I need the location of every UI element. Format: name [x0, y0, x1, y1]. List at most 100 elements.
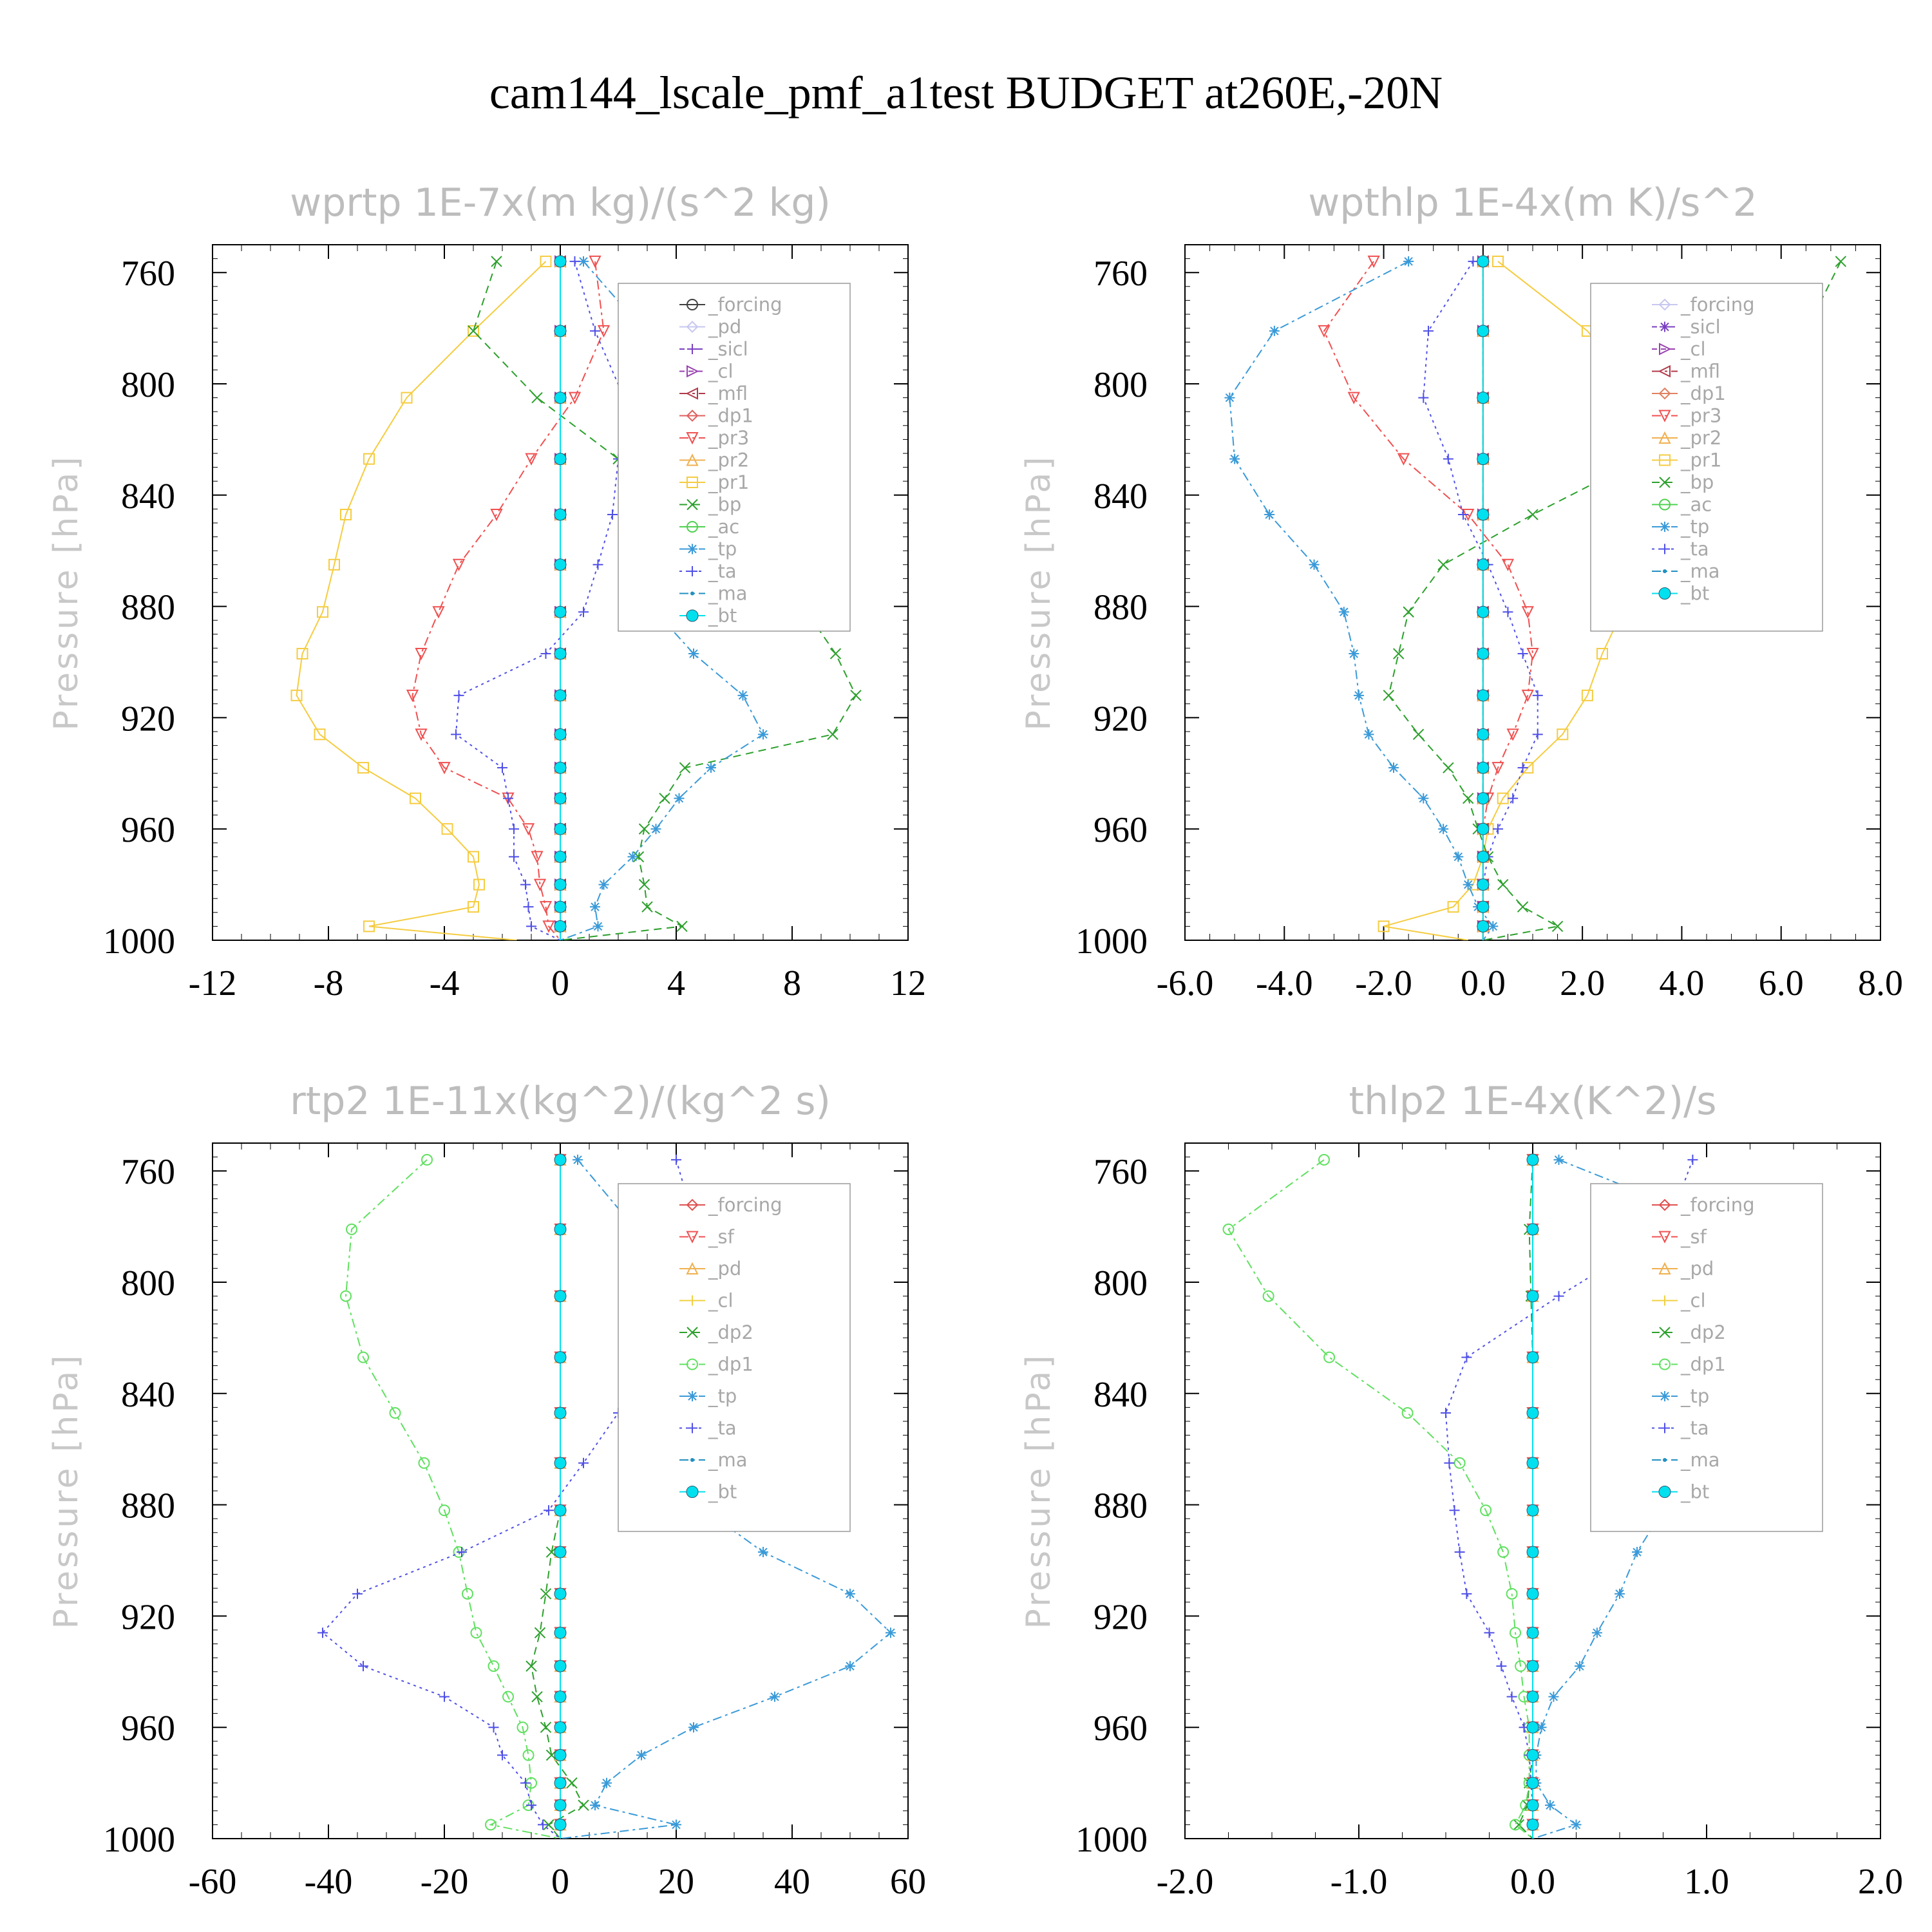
data-point: [357, 762, 369, 774]
x-tick-label: -40: [305, 1862, 353, 1902]
data-point: [453, 690, 464, 701]
legend-marker: [1659, 1327, 1671, 1338]
legend-label: _dp2: [708, 1321, 753, 1343]
legend: _forcing _sf _pd _cl _dp2 _dp1 _tp _ta _ma _bt: [1590, 1183, 1823, 1532]
data-point: [1553, 1154, 1564, 1165]
x-tick-label: 2.0: [1560, 963, 1605, 1003]
chart-panel-4: thlp2 1E-4x(K^2)/s Pressure [hPa] 760 800 84…: [1019, 1079, 1903, 1902]
data-point: [1401, 1407, 1414, 1419]
y-tick-label: 920: [121, 1597, 175, 1637]
data-point: [554, 1504, 567, 1517]
data-point: [554, 1818, 567, 1831]
data-point: [554, 1457, 567, 1470]
legend-marker: [1660, 1295, 1670, 1306]
data-point: [1463, 879, 1473, 890]
data-point: [410, 792, 421, 804]
series-group: [290, 254, 862, 940]
y-tick-label: 960: [1094, 1709, 1148, 1748]
data-point: [770, 1691, 780, 1702]
data-point: [540, 649, 551, 659]
data-point: [1477, 255, 1490, 268]
legend-label: _ta: [1680, 538, 1709, 560]
data-point: [468, 851, 479, 863]
legend-entry: _pr2: [1652, 427, 1721, 449]
x-tick-label: 8: [783, 963, 801, 1003]
data-point: [1367, 255, 1380, 269]
data-point: [1323, 1351, 1336, 1363]
legend-marker: [1660, 321, 1670, 332]
data-point: [1526, 1690, 1539, 1703]
data-point: [1484, 1627, 1495, 1638]
legend-label: _tp: [1680, 516, 1709, 538]
y-tick-label: 1000: [1075, 922, 1148, 961]
data-point: [688, 1722, 699, 1733]
data-point: [568, 392, 582, 404]
y-tick-label: 1000: [1075, 1820, 1148, 1860]
legend-marker: [1663, 1458, 1667, 1462]
data-point: [845, 1588, 855, 1599]
series-line: [345, 1159, 561, 1839]
data-point: [1262, 1290, 1274, 1302]
data-point: [1318, 1153, 1330, 1166]
data-point: [554, 255, 567, 268]
legend-marker: [686, 1198, 699, 1211]
data-point: [1536, 1722, 1547, 1733]
series-tp: [1224, 256, 1499, 940]
data-point: [676, 920, 688, 933]
data-point: [1526, 648, 1539, 661]
series-line: [560, 261, 764, 940]
data-point: [1477, 508, 1490, 521]
data-point: [1454, 1457, 1466, 1469]
series-group: [317, 1153, 896, 1839]
legend-entry: _ta: [679, 1417, 737, 1439]
data-point: [638, 878, 650, 891]
series-bt: [1526, 1153, 1539, 1839]
data-point: [1835, 256, 1846, 267]
data-point: [1506, 1587, 1518, 1600]
data-point: [401, 392, 413, 404]
data-point: [488, 1660, 500, 1672]
legend-entry: _bt: [1652, 1481, 1709, 1503]
data-point: [554, 728, 567, 741]
legend: _forcing_sicl_cl_mfl_dp1_pr3_pr2_pr1_bp_…: [1590, 283, 1823, 632]
data-point: [1488, 921, 1499, 932]
x-tick-label: 20: [658, 1862, 694, 1902]
data-point: [406, 689, 419, 703]
data-point: [543, 1819, 554, 1831]
legend-label: _bt: [1680, 1481, 1709, 1503]
series-line: [1229, 261, 1494, 940]
series-line: [455, 261, 625, 940]
data-point: [421, 1153, 433, 1166]
data-point: [317, 1627, 328, 1638]
data-point: [1269, 325, 1280, 336]
legend-entry: _sicl: [1652, 316, 1721, 338]
data-point: [526, 1660, 537, 1672]
data-point: [1496, 1661, 1507, 1672]
data-point: [850, 690, 862, 701]
data-point: [1477, 392, 1490, 404]
data-point: [1264, 509, 1275, 520]
x-tick-label: 40: [774, 1862, 810, 1902]
data-point: [1526, 1626, 1539, 1639]
data-point: [659, 792, 670, 804]
data-point: [554, 761, 567, 774]
y-tick-label: 1000: [103, 1820, 175, 1860]
legend-label: _bt: [708, 605, 737, 627]
data-point: [1477, 325, 1490, 337]
legend-marker: [687, 299, 698, 310]
data-point: [1393, 648, 1405, 659]
legend-entry: _ac: [1652, 494, 1712, 516]
x-tick-label: -4.0: [1256, 963, 1313, 1003]
data-point: [534, 1627, 546, 1639]
data-point: [1480, 1504, 1492, 1517]
data-point: [1477, 605, 1490, 618]
data-point: [650, 824, 661, 835]
data-point: [554, 1290, 567, 1303]
data-point: [1510, 1819, 1521, 1831]
data-point: [554, 792, 567, 805]
data-point: [1526, 1818, 1539, 1831]
data-point: [1347, 392, 1360, 404]
legend-label: _pd: [708, 316, 741, 338]
legend-label: _pd: [1680, 1258, 1714, 1280]
legend: _forcing _sf _pd _cl _dp2 _dp1 _tp _ta _ma _bt: [618, 1183, 851, 1532]
